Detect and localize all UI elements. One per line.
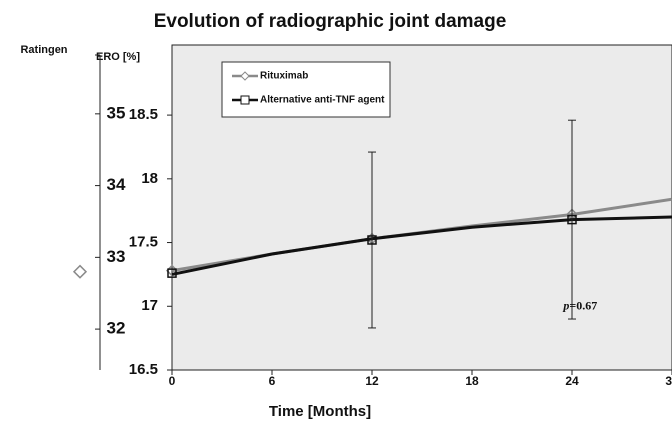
x-tick-label: 30 [665, 374, 672, 388]
y-tick-label: 16.5 [129, 361, 158, 378]
marker [367, 235, 377, 245]
chart-title: Evolution of radiographic joint damage [154, 11, 507, 32]
x-tick-label: 0 [169, 374, 176, 388]
legend-marker [240, 71, 250, 81]
y-tick-label: 17.5 [129, 234, 158, 251]
legend-box [221, 61, 391, 118]
x-axis-label: Time [Months] [269, 403, 371, 420]
legend-label: Alternative anti-TNF agent [260, 95, 385, 106]
y-tick-label: 32 [107, 319, 126, 338]
x-tick-label: 18 [465, 374, 479, 388]
marker [72, 264, 88, 279]
y-tick-label: 18 [141, 170, 158, 187]
annotation-italic: p [562, 298, 569, 312]
x-tick-label: 12 [365, 374, 379, 388]
legend-marker [240, 95, 250, 105]
annotation-text: =0.67 [569, 298, 597, 312]
x-tick-label: 24 [565, 374, 579, 388]
y-tick-label: 33 [107, 247, 126, 266]
y-tick-label: 35 [107, 103, 126, 122]
legend-label: Rituximab [260, 71, 308, 82]
y-axis-label: ERO [%] [96, 51, 140, 63]
marker [167, 268, 177, 278]
x-tick-label: 6 [269, 374, 276, 388]
y-tick-label: 17 [141, 297, 158, 314]
marker [567, 214, 577, 225]
trend-line [171, 215, 672, 276]
y-tick-label: 18.5 [129, 106, 158, 123]
annotation: p=0.67 [562, 298, 597, 312]
y-tick-label: 34 [107, 175, 126, 194]
left-axis-label: Ratingen [20, 44, 67, 56]
